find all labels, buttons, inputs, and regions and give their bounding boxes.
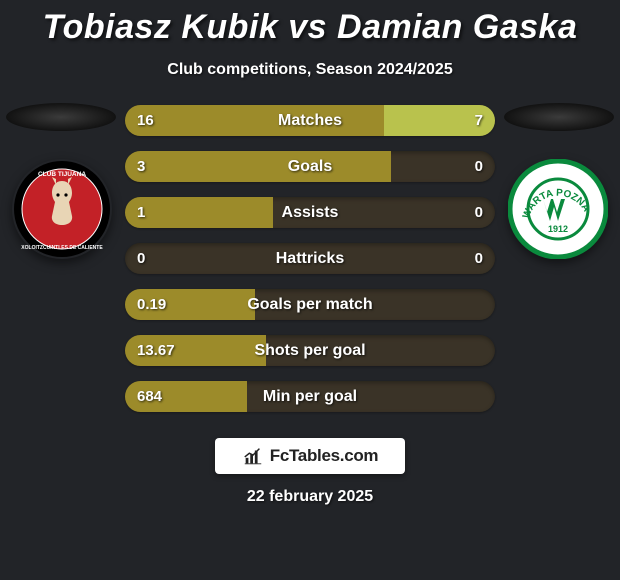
svg-text:1912: 1912 [548,224,568,234]
tijuana-badge-icon: CLUB TIJUANA XOLOITZCUINTLES DE CALIENTE [12,159,112,259]
branding-text: FcTables.com [270,446,379,466]
stat-label: Assists [125,197,495,228]
stat-row: 30Goals [125,151,495,182]
stat-row: 00Hattricks [125,243,495,274]
svg-text:CLUB TIJUANA: CLUB TIJUANA [38,171,86,178]
stat-row: 167Matches [125,105,495,136]
club-badge-right: WARTA POZNAŃ 1912 [508,159,608,259]
branding-badge[interactable]: FcTables.com [215,438,405,474]
club-badge-left: CLUB TIJUANA XOLOITZCUINTLES DE CALIENTE [12,159,112,259]
stat-bars: 167Matches 30Goals 10Assists 00Hattricks 0.1… [125,103,495,412]
page-subtitle: Club competitions, Season 2024/2025 [0,61,620,79]
stat-label: Goals per match [125,289,495,320]
stat-row: 13.67Shots per goal [125,335,495,366]
stat-label: Shots per goal [125,335,495,366]
stat-label: Hattricks [125,243,495,274]
date-label: 22 february 2025 [0,488,620,506]
svg-text:XOLOITZCUINTLES DE CALIENTE: XOLOITZCUINTLES DE CALIENTE [21,245,103,251]
page-title: Tobiasz Kubik vs Damian Gaska [0,0,620,47]
stat-row: 10Assists [125,197,495,228]
platform-left [6,103,116,131]
stat-label: Matches [125,105,495,136]
warta-badge-icon: WARTA POZNAŃ 1912 [508,159,608,259]
chart-icon [242,445,264,467]
stat-label: Min per goal [125,381,495,412]
comparison-content: CLUB TIJUANA XOLOITZCUINTLES DE CALIENTE… [0,103,620,412]
stat-row: 0.19Goals per match [125,289,495,320]
stat-row: 684Min per goal [125,381,495,412]
platform-right [504,103,614,131]
stat-label: Goals [125,151,495,182]
